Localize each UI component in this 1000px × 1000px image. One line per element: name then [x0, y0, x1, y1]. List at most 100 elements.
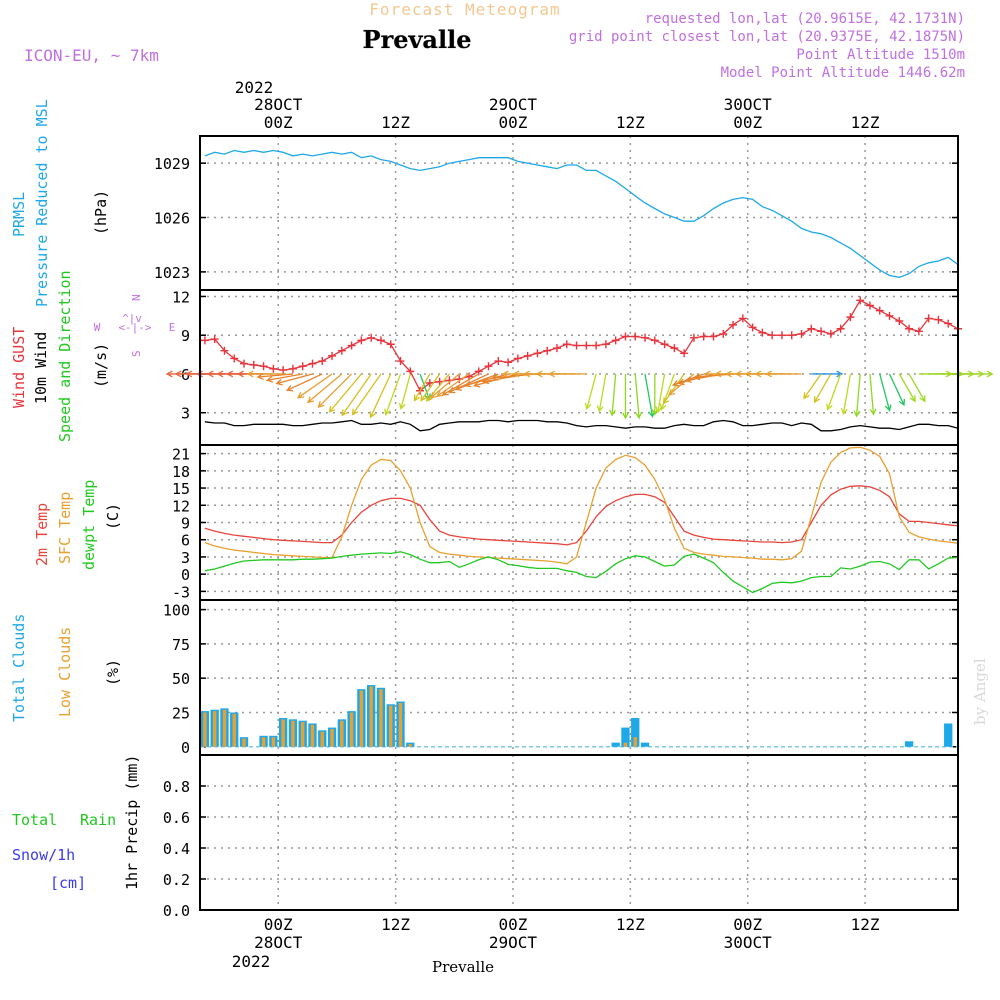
wind-arrow-head [677, 378, 685, 386]
y-tick-label: 0 [181, 739, 190, 757]
y-tick-label: 3 [181, 549, 190, 567]
gust-marker [846, 313, 855, 322]
cloud-bar [633, 737, 637, 747]
gust-marker [934, 315, 943, 324]
wind-arrow [803, 373, 822, 399]
wind-arrow-head [436, 390, 444, 397]
precip-unit: 1hr Precip (mm) [123, 755, 141, 890]
wind-arrow-head [265, 375, 274, 383]
gust-marker [523, 351, 532, 360]
compass-icon: N ^|v W <-|-> E S [94, 294, 176, 357]
wind-arrow-head [398, 402, 406, 411]
wind-arrow [257, 373, 293, 378]
bottom-hour-label: 12Z [381, 915, 410, 934]
compass-north: N [130, 294, 143, 301]
y-tick-label: 0.2 [163, 871, 190, 889]
wind-arrow-head [328, 405, 336, 413]
wind-arrow-head [306, 396, 315, 404]
gust-marker [582, 341, 591, 350]
wind-arrow [400, 373, 411, 409]
wind-arrow-head [584, 402, 592, 411]
wind-arrow [657, 373, 666, 413]
cloud-bar [623, 742, 628, 747]
gust-marker [631, 332, 640, 341]
wind-arrow-head [454, 384, 463, 391]
bottom-hour-label: 00Z [499, 915, 528, 934]
y-tick-label: 6 [181, 366, 190, 384]
gust-marker [347, 341, 356, 350]
top-date-label: 30OCT [724, 95, 773, 114]
bottom-hour-label: 00Z [733, 915, 762, 934]
series-line [204, 485, 959, 546]
top-hour-label: 12Z [616, 113, 645, 132]
y-tick-label: 12 [172, 497, 190, 515]
clouds-low-label: Low Clouds [56, 627, 74, 717]
wind-arrow [436, 373, 470, 397]
gust-marker [328, 351, 337, 360]
cloud-bar [232, 713, 236, 747]
wind-arrow-head [523, 370, 531, 378]
wind-arrow [442, 373, 480, 396]
wind-arrow-head [384, 408, 391, 416]
wind-arrow-head [919, 395, 926, 403]
wind-arrow-head [909, 395, 916, 403]
gust-marker [670, 344, 679, 353]
wind-arrow [430, 373, 460, 399]
gust-marker [259, 362, 268, 371]
wind-arrow-head [596, 405, 604, 413]
gust-marker [396, 357, 405, 366]
wind-arrow-head [501, 370, 509, 378]
bottom-hour-label: 12Z [616, 915, 645, 934]
wind-arrow-head [413, 394, 421, 402]
wind-arrow [644, 373, 654, 417]
wind-arrow [385, 373, 402, 415]
wind-arrow [842, 373, 852, 414]
wind-arrow-head [853, 410, 861, 418]
gust-marker [660, 340, 669, 349]
gust-marker [817, 327, 826, 336]
gust-marker [376, 336, 385, 345]
pressure-unit: (hPa) [92, 190, 110, 235]
gust-marker [719, 329, 728, 338]
bottom-year: 2022 [232, 952, 271, 971]
gust-marker [914, 327, 923, 336]
top-hour-label: 00Z [499, 113, 528, 132]
gust-marker [533, 349, 542, 358]
precip-snow-label: Snow/1h [12, 846, 75, 864]
wind-gust-label: Wind GUST [10, 327, 28, 408]
wind-arrow-head [448, 386, 456, 394]
gust-marker [200, 336, 209, 345]
requested-coords: requested lon,lat (20.9615E, 42.1731N) [645, 11, 965, 27]
gust-marker [738, 314, 747, 323]
y-tick-label: -3 [172, 583, 190, 601]
wind-arrow-head [297, 392, 305, 399]
cloud-bar [631, 717, 640, 747]
gust-marker [641, 333, 650, 342]
gust-marker [513, 354, 522, 363]
wind-arrow [898, 373, 916, 402]
wind-arrow [413, 373, 431, 401]
wind-arrow-head [216, 370, 224, 378]
precip-total-label: Total [12, 811, 57, 829]
grid-point-coords: grid point closest lon,lat (20.9375E, 42… [569, 29, 965, 45]
wind-arrow [586, 373, 597, 409]
wind-arrow [307, 373, 343, 403]
footer-station: Prevalle [432, 958, 494, 976]
cloud-bar [271, 737, 276, 747]
wind-arrow-head [512, 370, 520, 378]
wind-arrow-head [206, 370, 214, 378]
panel-border [199, 289, 959, 446]
wind-arrow-head [836, 370, 844, 378]
wind-arrow-head [341, 409, 348, 417]
temp-unit: (C) [104, 503, 122, 530]
wind-arrow-head [659, 403, 667, 411]
series-line [204, 149, 959, 278]
wind-arrow [908, 373, 926, 402]
cloud-bar [242, 738, 246, 747]
y-tick-label: 0.6 [163, 809, 190, 827]
wind-arrow [276, 373, 313, 385]
gust-marker [288, 364, 297, 373]
wind-arrow [662, 373, 685, 404]
cloud-bar [281, 719, 285, 747]
